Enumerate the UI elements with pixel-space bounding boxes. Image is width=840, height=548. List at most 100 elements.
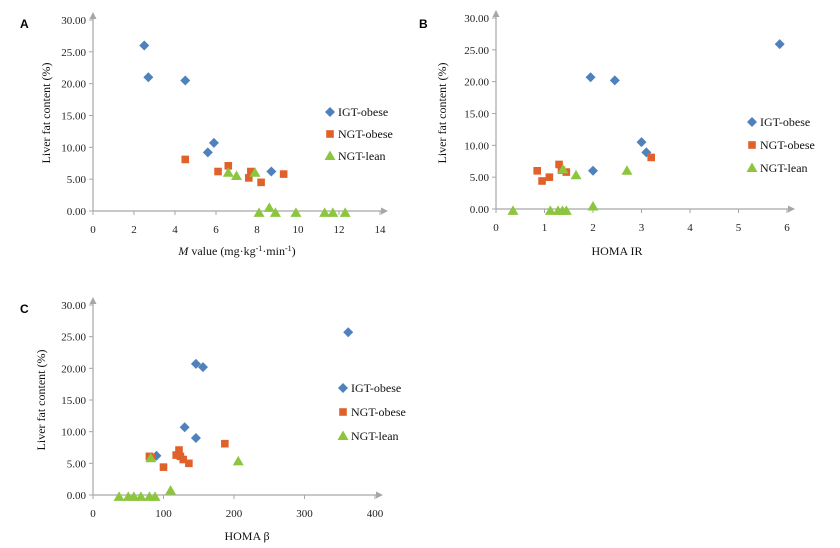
data-point-igt-obese (266, 166, 277, 177)
x-tick-label: 0 (90, 508, 96, 520)
data-point-ngt-obese (245, 174, 253, 182)
data-point-ngt-obese (172, 451, 180, 459)
data-point-ngt-lean (249, 167, 261, 177)
legend-marker-ngt-lean (746, 162, 758, 172)
y-tick-label: 30.00 (61, 300, 86, 312)
data-point-ngt-obese (224, 161, 233, 170)
legend: IGT-obese NGT-obese NGT-lean (746, 115, 815, 175)
legend-marker-igt-obese (325, 107, 335, 117)
x-tick-label: 200 (226, 508, 243, 520)
x-tick-label: 4 (172, 224, 178, 236)
panel-c: C 0.00 5.00 10.00 15.00 20.00 25.00 30.00 0 100 2… (20, 297, 406, 543)
legend-label-ngt-obese: NGT-obese (338, 127, 393, 141)
x-axis-arrow (381, 207, 388, 215)
data-point-ngt-lean (290, 207, 302, 217)
x-tick-label: 100 (155, 508, 172, 520)
legend-label-ngt-lean: NGT-lean (338, 149, 386, 163)
data-point-igt-obese (343, 327, 354, 338)
data-point-ngt-lean (319, 207, 331, 217)
y-tick-label: 0.00 (470, 204, 490, 216)
y-tick-label: 15.00 (61, 111, 86, 123)
data-point-ngt-lean (149, 491, 161, 501)
data-point-ngt-lean (339, 207, 351, 217)
x-tick-label: 8 (254, 224, 260, 236)
y-tick-label: 30.00 (464, 13, 489, 25)
legend-label-igt-obese: IGT-obese (760, 115, 810, 129)
y-tick-label: 10.00 (464, 140, 489, 152)
legend: IGT-obese NGT-obese NGT-lean (324, 105, 393, 163)
legend-marker-ngt-obese (339, 408, 347, 416)
data-point-igt-obese (588, 165, 598, 176)
legend-label-igt-obese: IGT-obese (338, 105, 388, 119)
data-point-igt-obese (197, 362, 208, 373)
data-point-igt-obese (609, 75, 620, 86)
data-point-ngt-obese (185, 459, 193, 468)
data-point-ngt-lean (587, 200, 599, 211)
data-point-ngt-lean (165, 485, 177, 495)
data-point-ngt-obese (538, 177, 546, 185)
data-point-ngt-obese (647, 153, 655, 162)
panel-c-ylabel: Liver fat content (%) (34, 350, 48, 451)
panel-b: B 0.00 5.00 10.00 15.00 20.00 25.00 30.00 0 1 2 3 4… (419, 10, 815, 258)
x-tick-label: 5 (736, 222, 742, 234)
data-point-igt-obese (143, 72, 154, 83)
data-point-igt-obese (180, 75, 191, 86)
legend-label-igt-obese: IGT-obese (351, 381, 401, 395)
y-tick-label: 20.00 (61, 363, 86, 375)
y-tick-label: 25.00 (61, 332, 86, 344)
data-point-ngt-obese (247, 167, 255, 176)
data-point-ngt-obese (555, 160, 563, 169)
panel-a: A 0.00 5.00 10.00 15.00 20.00 25.00 30.00 0 2 4 6 8… (20, 12, 393, 258)
data-point-ngt-obese (257, 178, 265, 187)
x-tick-label: 4 (687, 222, 693, 234)
panel-c-xlabel: HOMA β (224, 529, 269, 543)
y-tick-label: 15.00 (464, 109, 489, 121)
data-point-igt-obese (139, 40, 150, 51)
data-point-ngt-lean (231, 170, 242, 180)
data-point-igt-obese (208, 137, 219, 148)
panel-a-xlabel: M value (mg·kg-1·min-1) (177, 244, 295, 259)
data-point-ngt-obese (179, 455, 188, 464)
x-tick-label: 0 (90, 224, 96, 236)
data-point-igt-obese (202, 147, 213, 158)
legend-label-ngt-obese: NGT-obese (760, 138, 815, 152)
y-tick-label: 5.00 (67, 174, 87, 186)
data-point-ngt-lean (145, 452, 157, 463)
y-axis-arrow (89, 297, 97, 304)
y-axis-arrow (89, 12, 97, 19)
panel-a-label: A (20, 17, 29, 31)
y-tick-label: 25.00 (61, 47, 86, 59)
data-point-ngt-lean (232, 455, 244, 466)
x-tick-label: 10 (293, 224, 305, 236)
data-point-ngt-obese (221, 439, 229, 448)
data-point-ngt-obese (214, 167, 222, 176)
x-tick-label: 2 (590, 222, 596, 234)
x-tick-label: 3 (639, 222, 645, 234)
data-point-ngt-lean (621, 165, 633, 175)
y-tick-label: 20.00 (464, 77, 489, 89)
y-tick-label: 0.00 (67, 206, 87, 218)
y-tick-label: 10.00 (61, 427, 86, 439)
x-tick-label: 12 (334, 224, 345, 236)
y-tick-label: 30.00 (61, 15, 86, 27)
y-tick-label: 10.00 (61, 142, 86, 154)
panel-b-ylabel: Liver fat content (%) (435, 63, 449, 164)
x-tick-label: 6 (213, 224, 219, 236)
data-point-ngt-obese (279, 170, 288, 178)
x-tick-label: 6 (784, 222, 790, 234)
x-tick-label: 1 (542, 222, 548, 234)
data-point-igt-obese (179, 422, 190, 433)
legend-marker-igt-obese (747, 117, 757, 127)
y-axis-arrow (492, 10, 500, 17)
data-point-ngt-lean (570, 169, 582, 180)
data-point-igt-obese (774, 39, 785, 50)
legend-label-ngt-lean: NGT-lean (351, 429, 399, 443)
data-point-ngt-lean (263, 202, 275, 212)
data-point-igt-obese (636, 137, 647, 148)
data-point-ngt-obese (175, 446, 183, 454)
data-point-ngt-lean (327, 207, 339, 217)
y-tick-label: 0.00 (67, 490, 87, 502)
legend-marker-ngt-lean (337, 430, 349, 440)
data-point-ngt-lean (222, 167, 234, 177)
